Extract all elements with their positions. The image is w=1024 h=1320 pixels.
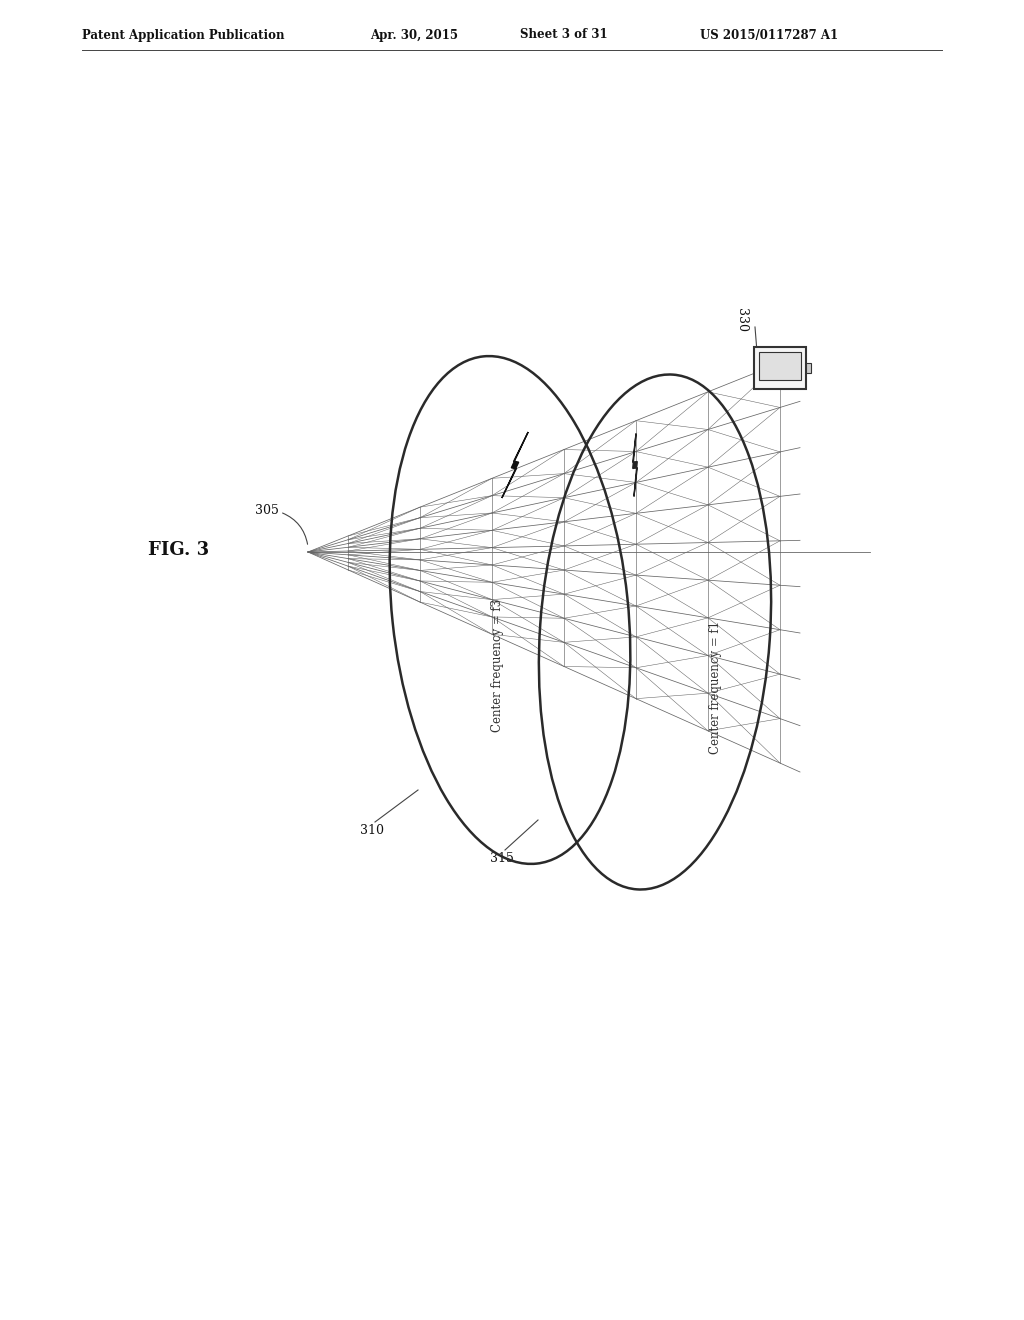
Text: 305: 305 — [255, 503, 279, 516]
Text: Center frequency = f3: Center frequency = f3 — [492, 598, 505, 731]
Text: Center frequency = f1: Center frequency = f1 — [709, 620, 722, 754]
Text: 310: 310 — [360, 824, 384, 837]
Bar — [806, 363, 811, 374]
Text: US 2015/0117287 A1: US 2015/0117287 A1 — [700, 29, 838, 41]
Text: FIG. 3: FIG. 3 — [148, 541, 209, 558]
Bar — [759, 352, 801, 380]
Text: Apr. 30, 2015: Apr. 30, 2015 — [370, 29, 458, 41]
Text: 330: 330 — [735, 308, 748, 333]
Text: Patent Application Publication: Patent Application Publication — [82, 29, 285, 41]
Text: 315: 315 — [490, 851, 514, 865]
Bar — [754, 347, 806, 389]
Polygon shape — [502, 432, 528, 498]
Polygon shape — [633, 433, 637, 496]
Text: Sheet 3 of 31: Sheet 3 of 31 — [520, 29, 607, 41]
